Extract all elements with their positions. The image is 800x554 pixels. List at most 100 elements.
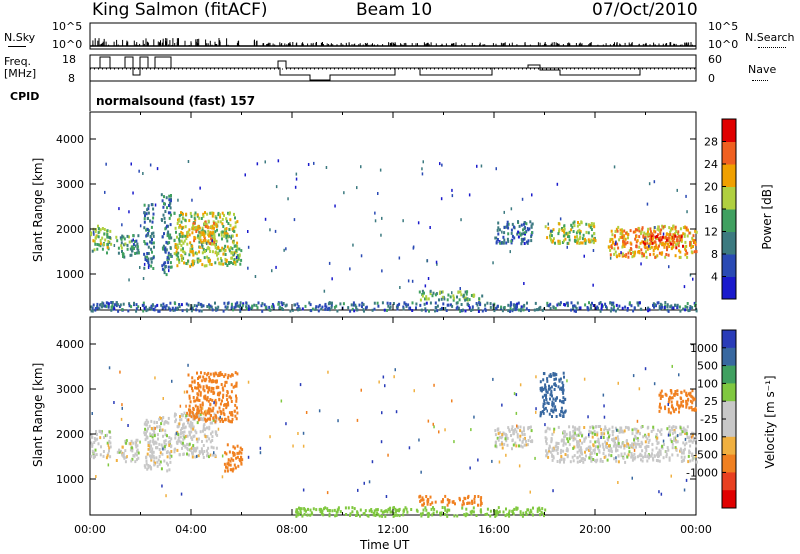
data-cell-10 [645, 446, 648, 450]
data-cell-4 [215, 416, 218, 420]
data-cell-10 [622, 236, 625, 240]
data-cell-3 [200, 416, 202, 420]
data-cell-4 [219, 371, 222, 375]
data-cell-3 [191, 423, 194, 427]
data-cell-0 [90, 435, 93, 439]
data-cell-4 [191, 387, 193, 390]
data-cell-5 [202, 239, 205, 243]
data-cell-4 [200, 411, 203, 415]
data-cell-5 [236, 451, 239, 455]
data-cell-4 [191, 260, 194, 264]
data-cell-3 [202, 416, 205, 420]
data-cell-12 [115, 301, 118, 305]
data-cell-5 [193, 239, 196, 243]
data-cell-12 [549, 302, 552, 306]
data-cell-4 [201, 233, 204, 237]
data-cell-7 [299, 509, 302, 513]
data-cell-10 [579, 446, 582, 450]
data-cell-7 [351, 510, 354, 514]
data-cell-12 [352, 303, 355, 307]
data-cell-3 [165, 196, 168, 200]
data-cell-4 [182, 225, 185, 229]
data-cell-4 [235, 233, 238, 237]
data-cell-4 [208, 386, 211, 390]
data-cell-10 [572, 429, 575, 433]
data-cell-12 [601, 303, 603, 307]
data-cell-9 [563, 230, 566, 234]
data-cell-10 [671, 453, 674, 457]
data-cell-3 [215, 430, 218, 434]
scatter-cell [411, 279, 414, 283]
data-cell-2 [145, 423, 148, 427]
data-cell-10 [600, 428, 603, 431]
data-cell-3 [216, 433, 219, 437]
data-cell-7 [373, 512, 376, 516]
data-cell-8 [523, 433, 526, 436]
scatter-cell [676, 188, 678, 192]
data-cell-4 [216, 247, 218, 250]
data-cell-9 [564, 237, 567, 241]
data-cell-12 [514, 303, 517, 307]
scatter-cell [683, 488, 686, 492]
data-cell-4 [210, 409, 213, 413]
data-cell-2 [152, 454, 155, 458]
data-cell-6 [233, 258, 236, 261]
data-cell-3 [186, 452, 188, 456]
data-cell-10 [638, 442, 641, 446]
data-cell-7 [431, 294, 434, 298]
data-cell-2 [158, 455, 161, 458]
data-cell-2 [144, 421, 147, 424]
data-cell-12 [362, 308, 365, 312]
data-cell-3 [180, 442, 183, 446]
data-cell-11 [661, 241, 664, 245]
data-cell-11 [674, 391, 677, 395]
data-cell-7 [418, 290, 421, 294]
data-cell-4 [207, 219, 210, 223]
scatter-cell [264, 217, 267, 221]
data-cell-1 [120, 244, 123, 248]
scatter-cell [337, 419, 339, 423]
scatter-cell [183, 390, 186, 394]
scatter-cell [523, 282, 525, 285]
data-cell-8 [518, 224, 521, 228]
data-cell-4 [221, 386, 224, 390]
data-cell-12 [566, 301, 569, 305]
data-cell-2 [162, 416, 165, 419]
data-cell-7 [456, 514, 459, 518]
data-cell-5 [231, 469, 234, 473]
data-cell-10 [673, 436, 676, 440]
data-cell-7 [453, 514, 456, 518]
data-cell-3 [203, 423, 206, 426]
data-cell-8 [522, 238, 525, 242]
data-cell-12 [321, 305, 324, 309]
data-cell-1 [129, 442, 132, 446]
data-cell-10 [657, 441, 660, 445]
data-cell-1 [133, 454, 136, 458]
data-cell-12 [652, 303, 654, 307]
data-cell-12 [193, 304, 196, 308]
data-cell-4 [199, 259, 202, 263]
data-cell-2 [152, 440, 154, 444]
data-cell-10 [692, 238, 695, 242]
data-cell-10 [642, 435, 645, 439]
data-cell-10 [597, 447, 600, 451]
scatter-cell [127, 424, 129, 427]
data-cell-12 [628, 301, 631, 305]
data-cell-4 [184, 234, 187, 238]
data-cell-9 [577, 230, 580, 234]
data-cell-10 [638, 432, 641, 436]
data-cell-4 [182, 241, 185, 245]
xtick-label: 00:00 [74, 523, 106, 536]
data-cell-12 [425, 301, 428, 305]
data-cell-0 [93, 437, 96, 441]
scatter-cell [206, 242, 208, 246]
data-cell-10 [650, 245, 653, 249]
data-cell-0 [93, 441, 96, 444]
data-cell-6 [477, 495, 480, 498]
data-cell-11 [672, 242, 675, 246]
data-cell-10 [655, 433, 658, 437]
power-colorbar-tick-label: 4 [711, 271, 718, 284]
data-cell-4 [218, 406, 221, 410]
data-cell-4 [233, 409, 236, 413]
data-cell-5 [226, 443, 229, 447]
